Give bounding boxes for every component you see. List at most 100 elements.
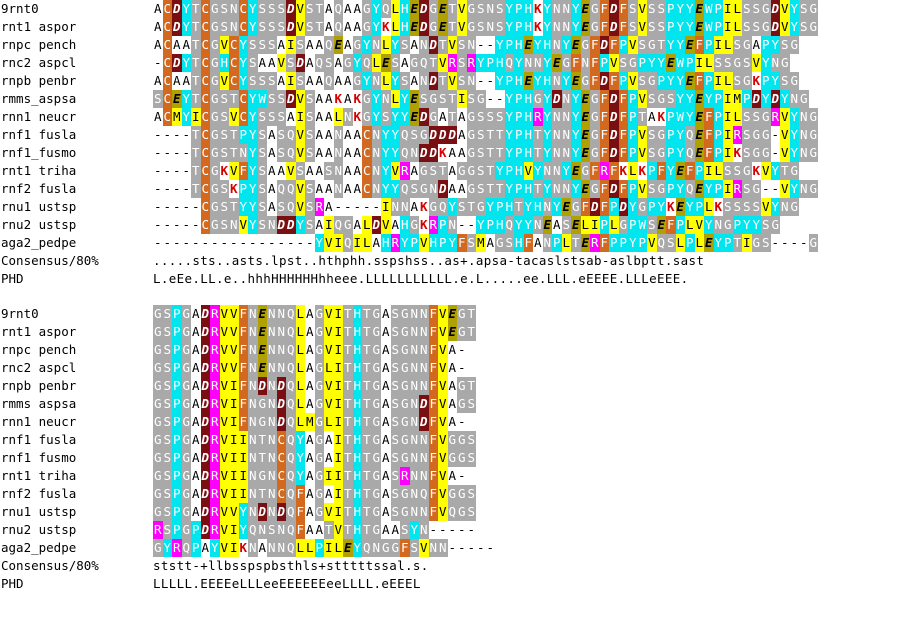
residue: E [571, 216, 581, 234]
residue: S [485, 108, 495, 126]
residue: N [267, 467, 277, 485]
residue: C [200, 0, 210, 18]
residue: C [229, 72, 239, 90]
residue: P [675, 216, 685, 234]
sequence-name: rnn1 neucr [1, 414, 77, 429]
residue: T [343, 359, 353, 377]
residue: R [732, 180, 742, 198]
residue: A [381, 306, 390, 321]
residue: V [419, 234, 429, 252]
residue: N [542, 198, 552, 216]
residue: F [590, 162, 600, 180]
residue: H [352, 467, 362, 485]
residue: N [267, 539, 277, 557]
residue: D [428, 72, 438, 90]
residue: A [381, 324, 390, 339]
sequence-name: aga2_pedpe [1, 540, 77, 555]
residue: Y [561, 162, 571, 180]
residue: Y [248, 162, 258, 180]
residue: S [751, 108, 761, 126]
residue: A [324, 109, 333, 124]
residue: K [381, 19, 390, 34]
residue: N [400, 198, 410, 216]
residue: G [457, 485, 467, 503]
residue: F [295, 521, 305, 539]
residue: Y [770, 72, 780, 90]
residue: E [381, 54, 391, 72]
residue: S [732, 36, 742, 54]
residue: Y [704, 216, 714, 234]
residue: V [637, 0, 647, 18]
residue: S [286, 54, 296, 72]
residue: A [172, 73, 181, 88]
residue: G [770, 216, 780, 234]
residue: N [333, 162, 343, 180]
residue: P [704, 36, 714, 54]
residue: D [770, 90, 780, 108]
residue: A [324, 432, 333, 447]
residue: V [637, 90, 647, 108]
residue: N [466, 36, 476, 54]
residue: H [352, 359, 362, 377]
residue: - [182, 127, 191, 142]
residue: I [723, 126, 733, 144]
residue: L [295, 359, 305, 377]
residue: E [694, 108, 704, 126]
residue: Y [675, 18, 685, 36]
residue: T [637, 108, 647, 126]
residue: G [210, 18, 220, 36]
residue: A [381, 396, 390, 411]
residue: R [210, 377, 220, 395]
residue: - [248, 235, 257, 250]
residue: Y [248, 108, 258, 126]
residue: S [305, 180, 315, 198]
residue: S [647, 18, 657, 36]
residue: N [409, 323, 419, 341]
residue: V [438, 54, 448, 72]
residue: S [647, 216, 657, 234]
residue: E [580, 90, 590, 108]
residue: S [162, 341, 172, 359]
residue: S [647, 144, 657, 162]
residue: G [789, 198, 799, 216]
residue: Y [542, 18, 552, 36]
residue: - [476, 540, 485, 555]
residue: N [409, 359, 419, 377]
residue: A [305, 73, 314, 88]
residue: N [799, 144, 809, 162]
residue: P [694, 162, 704, 180]
residue: S [162, 503, 172, 521]
residue: N [248, 323, 258, 341]
residue: A [343, 163, 352, 178]
residue: F [428, 341, 438, 359]
residue: V [438, 305, 448, 323]
residue: G [371, 503, 381, 521]
residue: K [220, 163, 229, 178]
residue: A [267, 181, 276, 196]
residue: N [276, 521, 286, 539]
residue: P [172, 503, 182, 521]
residue: S [305, 216, 315, 234]
residue: Y [523, 198, 533, 216]
sequence-name: rnt1 aspor [1, 19, 77, 34]
residue: H [523, 0, 533, 18]
residue: A [305, 504, 314, 519]
residue: S [257, 36, 267, 54]
residue: H [523, 108, 533, 126]
residue: A [201, 540, 210, 555]
residue: G [447, 485, 457, 503]
residue: A [324, 91, 333, 106]
residue: V [324, 323, 334, 341]
residue: S [476, 0, 486, 18]
residue: C [276, 449, 286, 467]
residue: Y [685, 90, 695, 108]
residue: G [153, 413, 163, 431]
residue: G [751, 144, 761, 162]
residue: T [466, 198, 476, 216]
residue: V [219, 323, 229, 341]
residue: - [771, 145, 780, 160]
residue: S [305, 0, 315, 18]
residue: G [371, 467, 381, 485]
